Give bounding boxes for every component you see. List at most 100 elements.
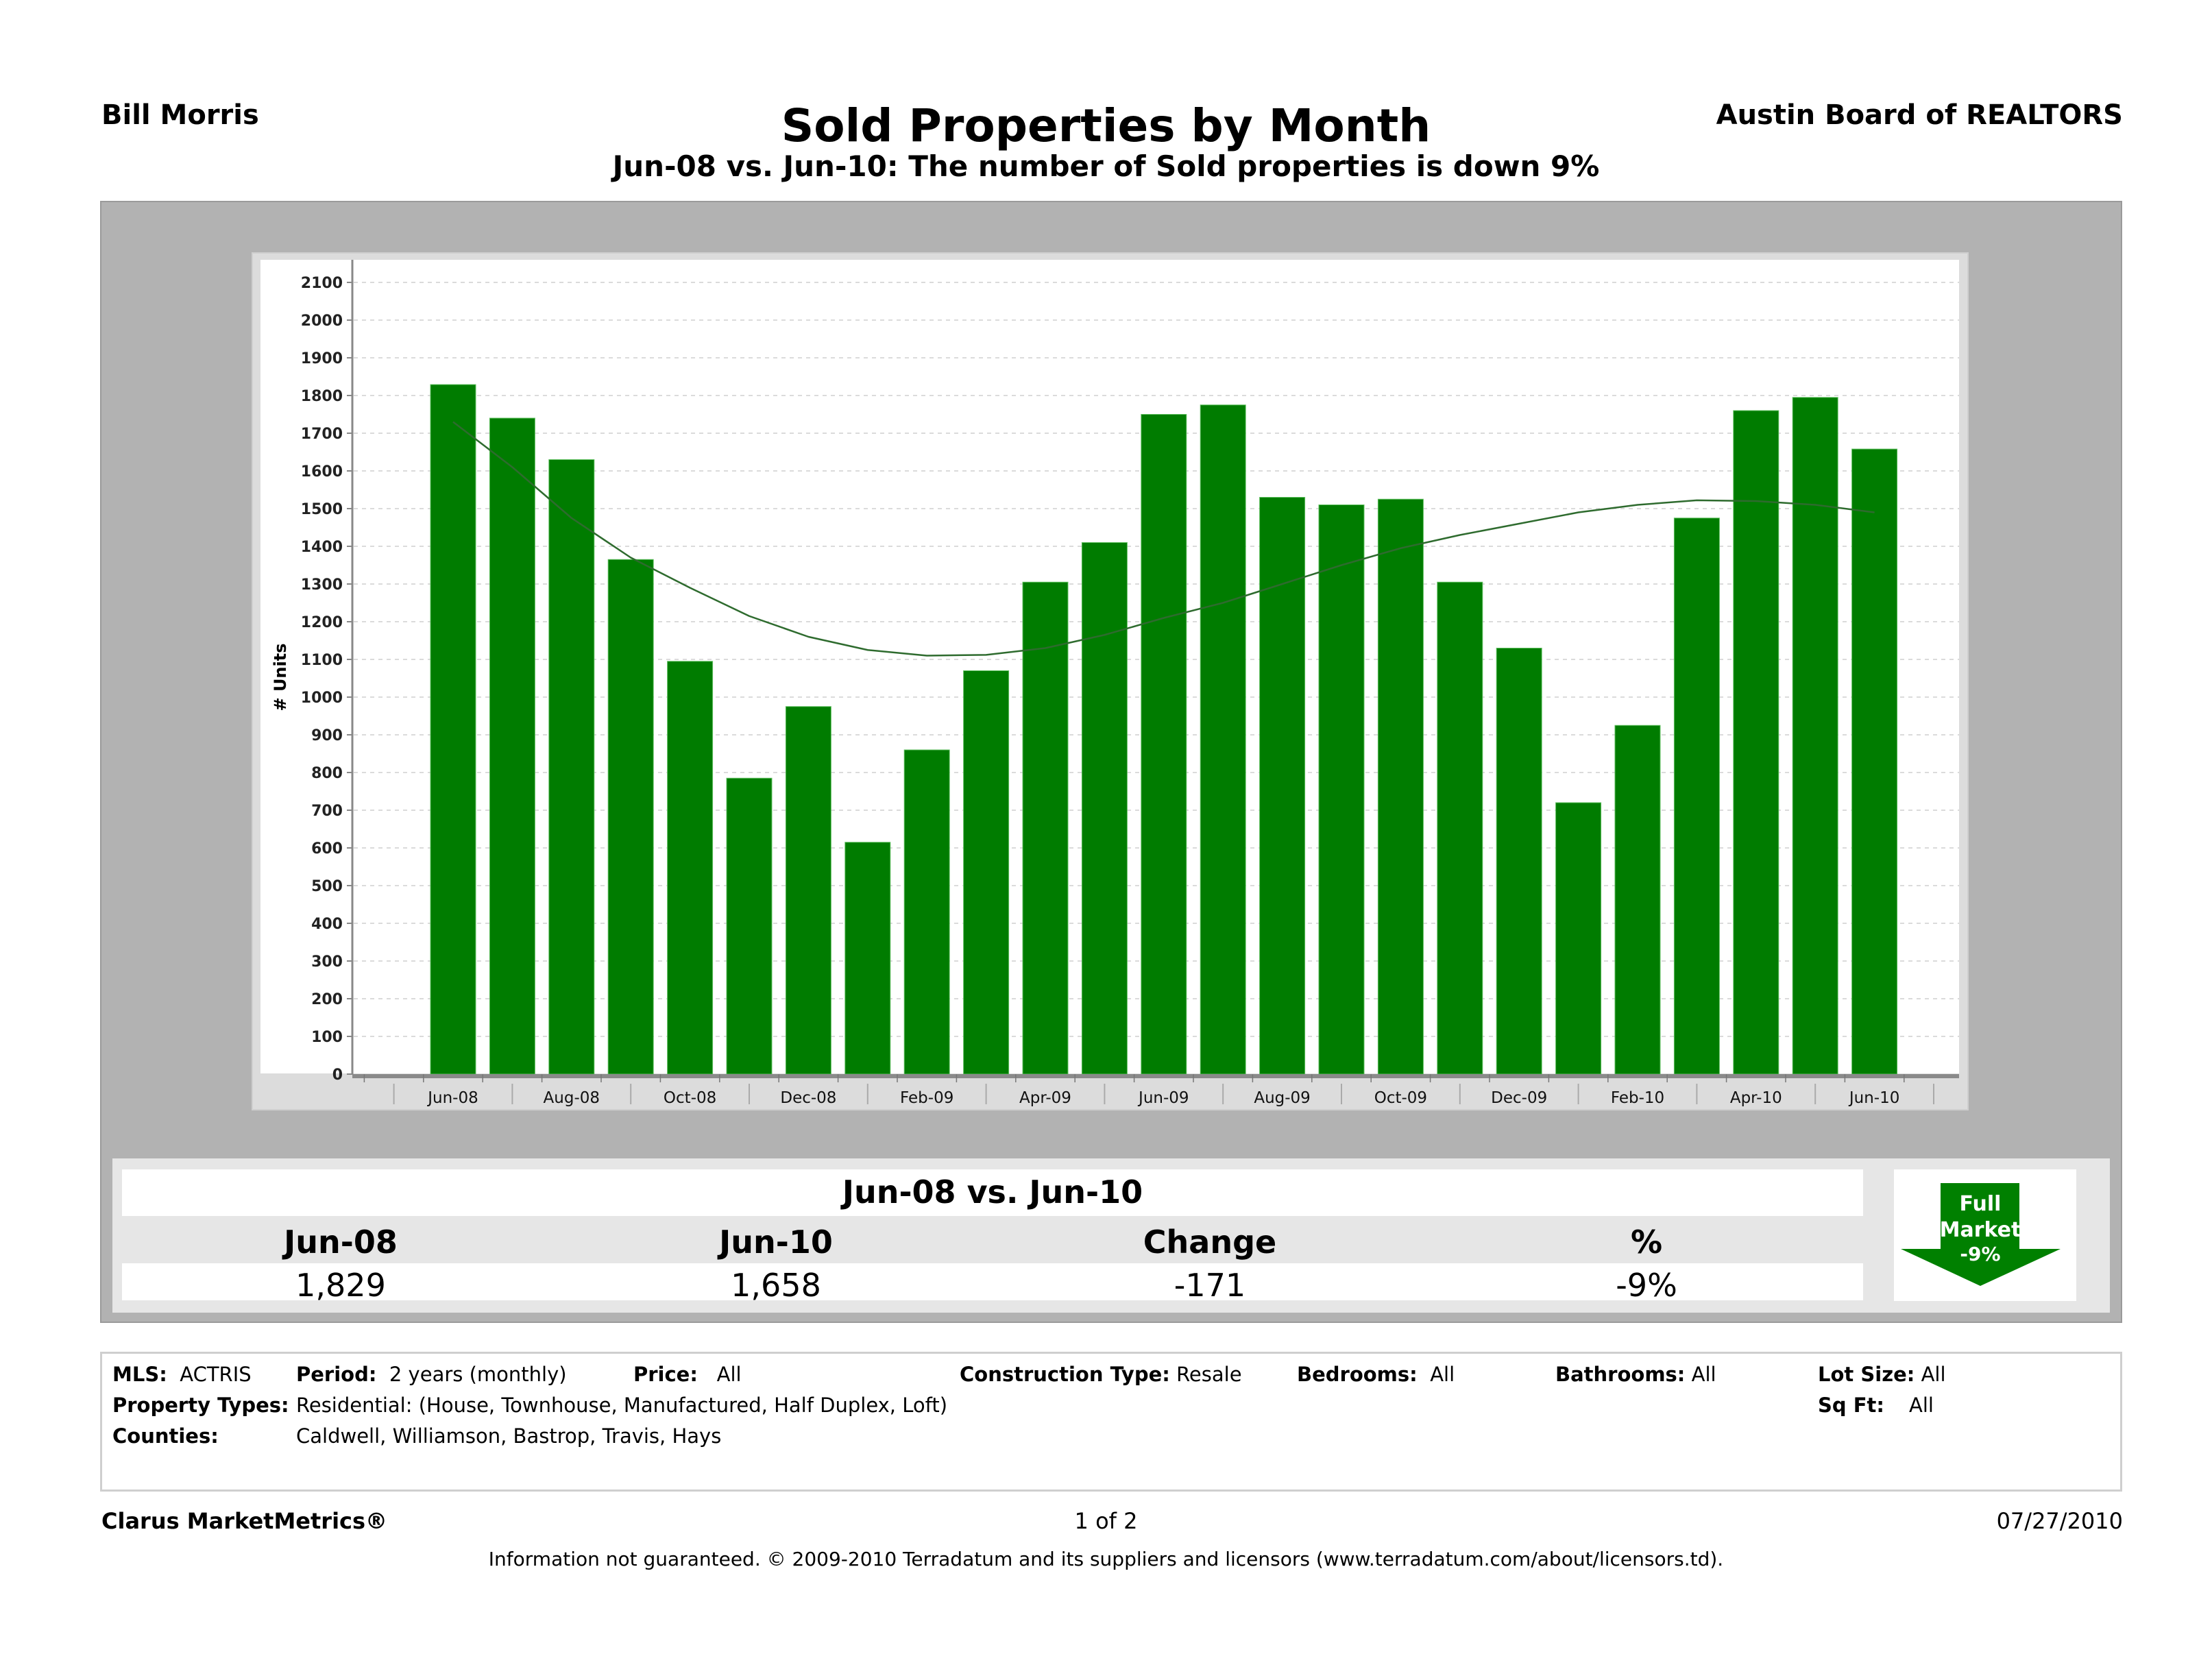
y-tick-label: 0 <box>332 1067 343 1084</box>
trend-line <box>452 421 1875 657</box>
label: Price: <box>633 1363 698 1386</box>
x-tick-label: Oct-08 <box>664 1089 716 1107</box>
y-tick-label: 1300 <box>301 576 343 594</box>
bar <box>1377 498 1424 1075</box>
y-tick-label: 1000 <box>301 690 343 707</box>
label: Period: <box>296 1363 377 1386</box>
bar <box>785 706 831 1075</box>
bar <box>1200 404 1246 1075</box>
disclaimer: Information not guaranteed. © 2009-2010 … <box>488 1548 1724 1570</box>
bar <box>667 661 714 1075</box>
search-criteria <box>100 1352 2122 1492</box>
x-tick-label: Feb-09 <box>900 1089 953 1107</box>
criteria-counties: Counties: <box>112 1424 219 1448</box>
summary-col-header: Jun-08 <box>284 1224 398 1261</box>
bar <box>1733 410 1779 1075</box>
y-tick-label: 300 <box>311 953 343 971</box>
bar <box>1673 518 1720 1075</box>
summary-col-header: % <box>1630 1224 1663 1261</box>
label: Bathrooms: <box>1555 1363 1686 1386</box>
label: Counties: <box>112 1424 219 1448</box>
organization-name: Austin Board of REALTORS <box>1716 99 2123 131</box>
criteria-sqft: Sq Ft: <box>1818 1394 1884 1417</box>
bar <box>430 384 476 1075</box>
x-tick-label: Dec-09 <box>1491 1089 1547 1107</box>
summary-values-bg <box>122 1263 1863 1300</box>
label: MLS: <box>112 1363 167 1386</box>
x-tick-label: Aug-09 <box>1254 1089 1310 1107</box>
y-tick-label: 1600 <box>301 463 343 481</box>
y-tick-label: 2000 <box>301 313 343 330</box>
market-badge-graphic: Full Market -9% <box>1901 1183 2061 1286</box>
y-tick-label: 1200 <box>301 614 343 631</box>
criteria-bathrooms: Bathrooms: All <box>1555 1363 1716 1386</box>
criteria-lot-size: Lot Size: All <box>1818 1363 1946 1386</box>
value: All <box>716 1363 742 1386</box>
summary-value: 1,658 <box>731 1267 821 1304</box>
y-axis-label: # Units <box>271 643 290 711</box>
badge-line-3: -9% <box>1960 1243 2000 1265</box>
footer-brand: Clarus MarketMetrics® <box>101 1508 388 1534</box>
criteria-sqft-value: All <box>1909 1394 1934 1417</box>
y-tick-label: 600 <box>311 840 343 858</box>
criteria-period: Period: 2 years (monthly) <box>296 1363 567 1386</box>
x-tick-label: Apr-10 <box>1730 1089 1782 1107</box>
agent-name: Bill Morris <box>101 99 259 131</box>
x-axis-line <box>352 1074 1959 1078</box>
bar <box>1318 504 1365 1075</box>
criteria-bedrooms: Bedrooms: All <box>1297 1363 1455 1386</box>
summary-value: -9% <box>1616 1267 1677 1304</box>
y-tick-label: 100 <box>311 1029 343 1046</box>
criteria-property-types-value: Residential: (House, Townhouse, Manufact… <box>296 1394 948 1417</box>
value: All <box>1921 1363 1946 1386</box>
y-tick-label: 1400 <box>301 539 343 556</box>
bar <box>607 559 654 1075</box>
x-tick-label: Jun-08 <box>426 1089 478 1107</box>
summary-col-header: Change <box>1143 1224 1277 1261</box>
bar <box>1259 497 1306 1075</box>
bar <box>1437 581 1483 1075</box>
criteria-price: Price: All <box>633 1363 742 1386</box>
down-arrow-icon <box>1901 1183 2061 1286</box>
page-number: 1 of 2 <box>1074 1508 1138 1534</box>
y-tick-label: 500 <box>311 878 343 895</box>
summary-col-header: Jun-10 <box>719 1224 833 1261</box>
y-tick-label: 700 <box>311 803 343 820</box>
y-tick-label: 800 <box>311 765 343 782</box>
y-tick-label: 1500 <box>301 501 343 518</box>
y-tick-label: 1900 <box>301 350 343 367</box>
report-title: Sold Properties by Month <box>781 99 1431 152</box>
label: Lot Size: <box>1818 1363 1915 1386</box>
value: Resale <box>1176 1363 1242 1386</box>
y-tick-label: 1800 <box>301 388 343 405</box>
label: Bedrooms: <box>1297 1363 1418 1386</box>
bar <box>1022 581 1069 1075</box>
summary-value: -171 <box>1174 1267 1246 1304</box>
x-tick-label: Feb-10 <box>1611 1089 1664 1107</box>
label: Sq Ft: <box>1818 1394 1885 1417</box>
criteria-mls: MLS: ACTRIS <box>112 1363 252 1386</box>
criteria-construction: Construction Type: Resale <box>960 1363 1242 1386</box>
report-subtitle: Jun-08 vs. Jun-10: The number of Sold pr… <box>612 149 1600 183</box>
bar <box>963 670 1010 1075</box>
bar <box>548 459 595 1075</box>
value: ACTRIS <box>180 1363 252 1386</box>
value: All <box>1691 1363 1716 1386</box>
bar <box>844 842 891 1075</box>
badge-line-1: Full <box>1960 1192 2002 1216</box>
bar <box>489 417 535 1075</box>
value: 2 years (monthly) <box>389 1363 567 1386</box>
report-date: 07/27/2010 <box>1996 1508 2123 1534</box>
bar <box>1792 397 1838 1075</box>
bar <box>726 777 773 1075</box>
y-tick-label: 400 <box>311 916 343 933</box>
x-tick-label: Oct-09 <box>1374 1089 1427 1107</box>
x-tick-label: Jun-10 <box>1848 1089 1900 1107</box>
bar <box>1496 648 1542 1075</box>
bars <box>430 384 1898 1075</box>
label: Property Types: <box>112 1394 289 1417</box>
summary-header-bg <box>122 1169 1863 1216</box>
criteria-property-types: Property Types: <box>112 1394 289 1417</box>
y-axis-ticks: 0 100 200 300 400 500 600 700 800 900 1000 1100 1200… <box>301 260 354 1084</box>
criteria-counties-value: Caldwell, Williamson, Bastrop, Travis, H… <box>296 1424 722 1448</box>
